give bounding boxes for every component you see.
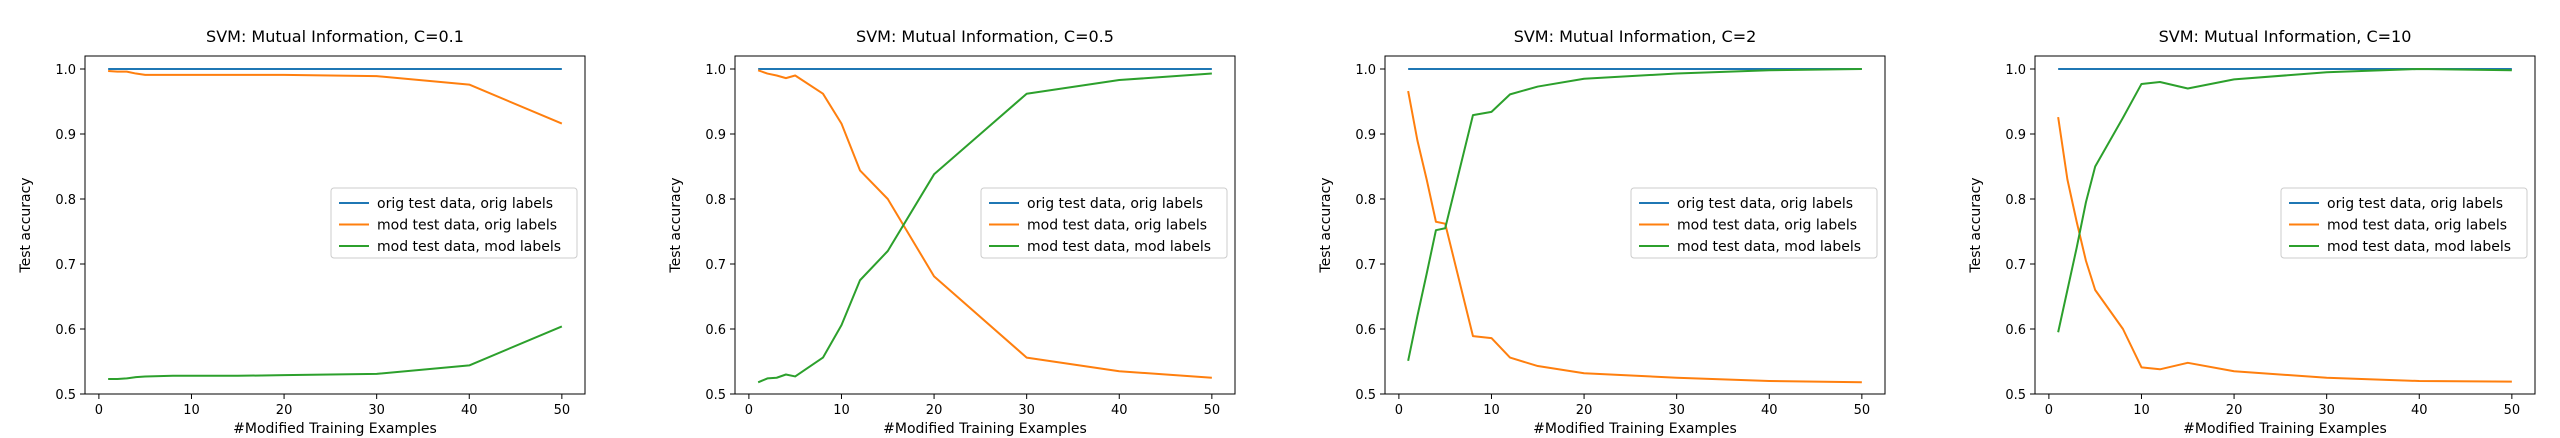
plot-frame — [2034, 55, 2536, 395]
series-line-3 — [757, 72, 1212, 384]
plot-frame — [1384, 55, 1886, 395]
y-tick-label: 0.7 — [1355, 258, 1376, 273]
x-axis-label: #Modified Training Examples — [1533, 421, 1737, 437]
y-tick-label: 1.0 — [55, 63, 76, 78]
x-tick-label: 20 — [276, 403, 293, 418]
y-tick-label: 0.5 — [2005, 388, 2026, 403]
y-tick-label: 0.6 — [1355, 323, 1376, 338]
x-tick-label: 10 — [2133, 403, 2150, 418]
plot-frame — [84, 55, 586, 395]
x-tick-label: 10 — [833, 403, 850, 418]
x-tick-label: 30 — [368, 403, 385, 418]
legend-entry: mod test data, orig labels — [377, 218, 557, 234]
y-tick-label: 1.0 — [705, 63, 726, 78]
y-tick-label: 1.0 — [2005, 63, 2026, 78]
x-tick-label: 0 — [2045, 403, 2053, 418]
legend: orig test data, orig labels mod test data… — [330, 187, 578, 259]
x-tick-label: 40 — [1111, 403, 1128, 418]
legend-box — [2280, 187, 2528, 259]
x-tick-label: 50 — [1204, 403, 1221, 418]
y-tick-label: 0.6 — [705, 323, 726, 338]
y-tick-label: 0.5 — [55, 388, 76, 403]
series-line-2 — [757, 69, 1212, 379]
legend: orig test data, orig labels mod test data… — [980, 187, 1228, 259]
y-axis-label: Test accuracy — [1318, 177, 1334, 273]
x-axis-label: #Modified Training Examples — [2183, 421, 2387, 437]
x-tick-label: 10 — [183, 403, 200, 418]
chart-panel-3: SVM: Mutual Information, C=2 0 10 20 30 40 50 0… — [1318, 27, 1886, 437]
x-tick-label: 20 — [926, 403, 943, 418]
y-tick-label: 0.6 — [2005, 323, 2026, 338]
series-line-3 — [1407, 68, 1862, 362]
legend: orig test data, orig labels mod test data… — [1630, 187, 1878, 259]
x-tick-label: 30 — [1668, 403, 1685, 418]
y-tick-label: 0.9 — [2005, 128, 2026, 143]
series-line-2 — [108, 69, 563, 125]
plot-frame — [734, 55, 1236, 395]
chart-panel-1: SVM: Mutual Information, C=0.1 0 10 20 30 40 5… — [18, 27, 586, 437]
x-tick-label: 10 — [1483, 403, 1500, 418]
y-tick-label: 0.5 — [1355, 388, 1376, 403]
chart-title: SVM: Mutual Information, C=2 — [1514, 27, 1757, 46]
y-tick-label: 0.7 — [705, 258, 726, 273]
chart-panel-4: SVM: Mutual Information, C=10 0 10 20 30 40 50… — [1968, 27, 2536, 437]
x-tick-label: 30 — [2318, 403, 2335, 418]
legend-entry: orig test data, orig labels — [2327, 196, 2503, 212]
y-axis-label: Test accuracy — [668, 177, 684, 273]
x-tick-label: 40 — [461, 403, 478, 418]
x-tick-label: 50 — [554, 403, 571, 418]
series-line-2 — [2057, 116, 2512, 383]
y-tick-label: 0.8 — [55, 193, 76, 208]
legend-entry: mod test data, mod labels — [1027, 239, 1211, 255]
x-tick-label: 0 — [95, 403, 103, 418]
y-axis-label: Test accuracy — [18, 177, 34, 273]
x-tick-label: 20 — [1576, 403, 1593, 418]
legend-box — [1630, 187, 1878, 259]
x-tick-label: 0 — [1395, 403, 1403, 418]
legend-entry: mod test data, orig labels — [1677, 218, 1857, 234]
chart-panel-2: SVM: Mutual Information, C=0.5 0 10 20 30 40 5… — [668, 27, 1236, 437]
legend-entry: mod test data, mod labels — [2327, 239, 2511, 255]
series-line-3 — [108, 325, 563, 381]
x-tick-label: 40 — [1761, 403, 1778, 418]
legend-entry: mod test data, mod labels — [377, 239, 561, 255]
y-axis-label: Test accuracy — [1968, 177, 1984, 273]
y-tick-label: 0.7 — [55, 258, 76, 273]
chart-title: SVM: Mutual Information, C=10 — [2159, 27, 2412, 46]
legend-box — [330, 187, 578, 259]
y-tick-label: 1.0 — [1355, 63, 1376, 78]
x-tick-label: 40 — [2411, 403, 2428, 418]
y-tick-label: 0.8 — [2005, 193, 2026, 208]
y-tick-label: 0.9 — [705, 128, 726, 143]
x-tick-label: 50 — [2504, 403, 2521, 418]
y-tick-label: 0.9 — [1355, 128, 1376, 143]
legend-entry: mod test data, orig labels — [2327, 218, 2507, 234]
legend-entry: mod test data, mod labels — [1677, 239, 1861, 255]
x-tick-label: 30 — [1018, 403, 1035, 418]
legend-box — [980, 187, 1228, 259]
y-tick-label: 0.8 — [1355, 193, 1376, 208]
series-line-2 — [1407, 90, 1862, 384]
y-tick-label: 0.9 — [55, 128, 76, 143]
y-tick-label: 0.5 — [705, 388, 726, 403]
y-tick-label: 0.7 — [2005, 258, 2026, 273]
legend: orig test data, orig labels mod test data… — [2280, 187, 2528, 259]
legend-entry: orig test data, orig labels — [1027, 196, 1203, 212]
legend-entry: mod test data, orig labels — [1027, 218, 1207, 234]
x-tick-label: 20 — [2226, 403, 2243, 418]
y-tick-label: 0.8 — [705, 193, 726, 208]
series-line-3 — [2057, 68, 2512, 333]
legend-entry: orig test data, orig labels — [1677, 196, 1853, 212]
x-tick-label: 50 — [1854, 403, 1871, 418]
x-tick-label: 0 — [745, 403, 753, 418]
chart-title: SVM: Mutual Information, C=0.1 — [206, 27, 464, 46]
chart-title: SVM: Mutual Information, C=0.5 — [856, 27, 1114, 46]
legend-entry: orig test data, orig labels — [377, 196, 553, 212]
x-axis-label: #Modified Training Examples — [233, 421, 437, 437]
y-tick-label: 0.6 — [55, 323, 76, 338]
x-axis-label: #Modified Training Examples — [883, 421, 1087, 437]
